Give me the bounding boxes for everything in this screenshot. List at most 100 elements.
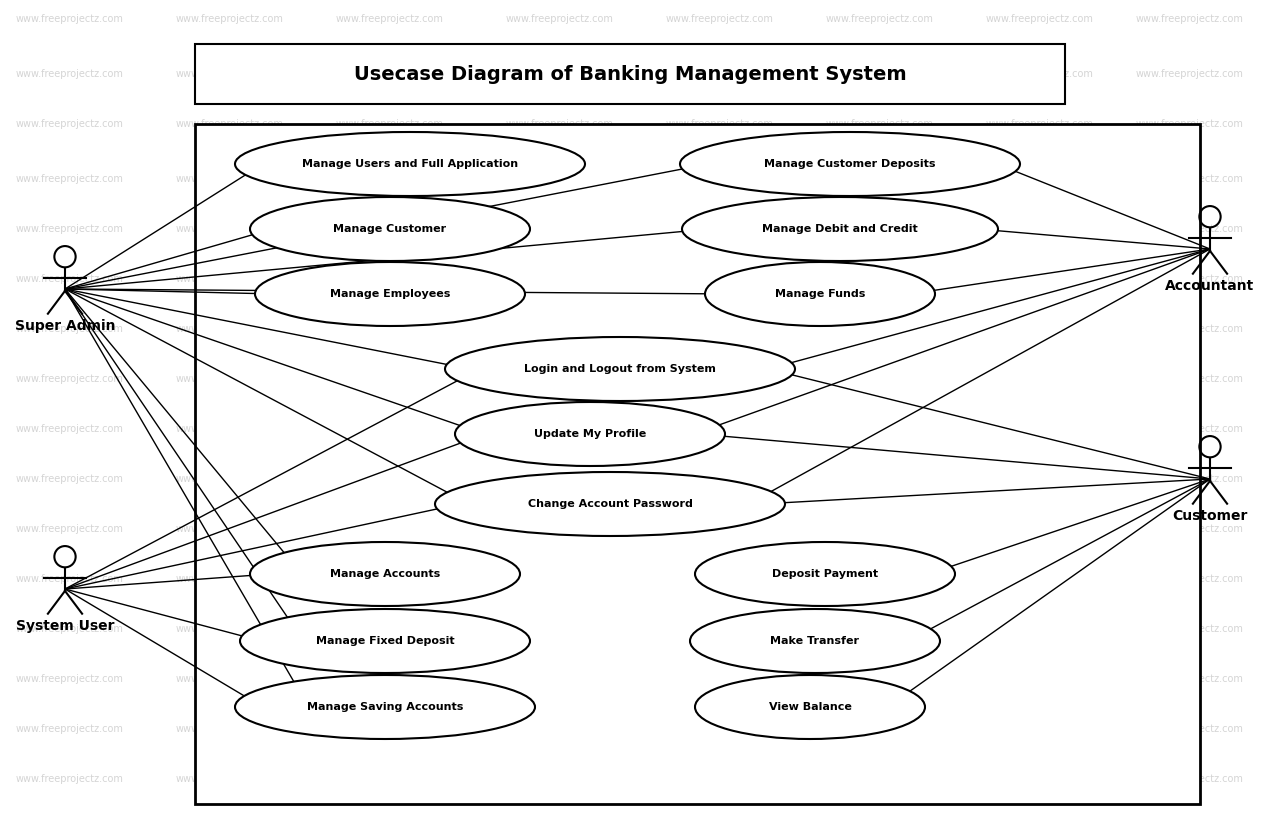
Text: www.freeprojectz.com: www.freeprojectz.com — [826, 674, 934, 684]
Text: www.freeprojectz.com: www.freeprojectz.com — [177, 174, 284, 184]
Text: www.freeprojectz.com: www.freeprojectz.com — [666, 69, 774, 79]
Text: www.freeprojectz.com: www.freeprojectz.com — [337, 624, 444, 634]
Text: www.freeprojectz.com: www.freeprojectz.com — [337, 324, 444, 334]
Text: www.freeprojectz.com: www.freeprojectz.com — [1136, 574, 1243, 584]
Text: www.freeprojectz.com: www.freeprojectz.com — [506, 119, 614, 129]
Text: www.freeprojectz.com: www.freeprojectz.com — [826, 119, 934, 129]
Text: www.freeprojectz.com: www.freeprojectz.com — [826, 14, 934, 24]
Text: www.freeprojectz.com: www.freeprojectz.com — [177, 69, 284, 79]
Text: www.freeprojectz.com: www.freeprojectz.com — [666, 374, 774, 384]
Text: www.freeprojectz.com: www.freeprojectz.com — [986, 574, 1095, 584]
Ellipse shape — [445, 337, 794, 401]
Text: www.freeprojectz.com: www.freeprojectz.com — [506, 624, 614, 634]
Ellipse shape — [695, 542, 955, 606]
Text: www.freeprojectz.com: www.freeprojectz.com — [666, 574, 774, 584]
Text: Manage Fixed Deposit: Manage Fixed Deposit — [315, 636, 454, 646]
Text: www.freeprojectz.com: www.freeprojectz.com — [826, 374, 934, 384]
Text: www.freeprojectz.com: www.freeprojectz.com — [16, 774, 124, 784]
Ellipse shape — [705, 262, 934, 326]
Text: www.freeprojectz.com: www.freeprojectz.com — [337, 774, 444, 784]
Text: www.freeprojectz.com: www.freeprojectz.com — [986, 174, 1095, 184]
Text: www.freeprojectz.com: www.freeprojectz.com — [506, 174, 614, 184]
Text: www.freeprojectz.com: www.freeprojectz.com — [1136, 774, 1243, 784]
Text: www.freeprojectz.com: www.freeprojectz.com — [506, 224, 614, 234]
Text: www.freeprojectz.com: www.freeprojectz.com — [1136, 274, 1243, 284]
Text: www.freeprojectz.com: www.freeprojectz.com — [666, 119, 774, 129]
Text: Accountant: Accountant — [1165, 279, 1255, 293]
Text: Change Account Password: Change Account Password — [527, 499, 692, 509]
Text: Deposit Payment: Deposit Payment — [772, 569, 878, 579]
Text: www.freeprojectz.com: www.freeprojectz.com — [506, 274, 614, 284]
Text: www.freeprojectz.com: www.freeprojectz.com — [337, 274, 444, 284]
Text: www.freeprojectz.com: www.freeprojectz.com — [1136, 324, 1243, 334]
Text: www.freeprojectz.com: www.freeprojectz.com — [177, 624, 284, 634]
Ellipse shape — [235, 132, 585, 196]
Text: www.freeprojectz.com: www.freeprojectz.com — [666, 674, 774, 684]
Text: www.freeprojectz.com: www.freeprojectz.com — [177, 774, 284, 784]
Text: www.freeprojectz.com: www.freeprojectz.com — [826, 224, 934, 234]
Text: www.freeprojectz.com: www.freeprojectz.com — [986, 324, 1095, 334]
Text: www.freeprojectz.com: www.freeprojectz.com — [986, 624, 1095, 634]
Text: Manage Customer Deposits: Manage Customer Deposits — [764, 159, 936, 169]
Text: www.freeprojectz.com: www.freeprojectz.com — [826, 624, 934, 634]
Text: www.freeprojectz.com: www.freeprojectz.com — [337, 224, 444, 234]
Text: System User: System User — [15, 619, 115, 633]
Text: www.freeprojectz.com: www.freeprojectz.com — [337, 174, 444, 184]
Text: www.freeprojectz.com: www.freeprojectz.com — [506, 774, 614, 784]
Text: www.freeprojectz.com: www.freeprojectz.com — [666, 324, 774, 334]
Text: www.freeprojectz.com: www.freeprojectz.com — [986, 524, 1095, 534]
Text: www.freeprojectz.com: www.freeprojectz.com — [1136, 424, 1243, 434]
Text: www.freeprojectz.com: www.freeprojectz.com — [177, 424, 284, 434]
Ellipse shape — [455, 402, 725, 466]
Text: www.freeprojectz.com: www.freeprojectz.com — [16, 424, 124, 434]
Ellipse shape — [682, 197, 997, 261]
Text: www.freeprojectz.com: www.freeprojectz.com — [986, 674, 1095, 684]
Text: www.freeprojectz.com: www.freeprojectz.com — [16, 474, 124, 484]
Text: www.freeprojectz.com: www.freeprojectz.com — [16, 14, 124, 24]
Text: Manage Funds: Manage Funds — [774, 289, 865, 299]
Text: www.freeprojectz.com: www.freeprojectz.com — [666, 774, 774, 784]
Text: www.freeprojectz.com: www.freeprojectz.com — [1136, 224, 1243, 234]
Text: www.freeprojectz.com: www.freeprojectz.com — [177, 324, 284, 334]
Text: Make Transfer: Make Transfer — [770, 636, 860, 646]
Text: www.freeprojectz.com: www.freeprojectz.com — [177, 574, 284, 584]
Text: www.freeprojectz.com: www.freeprojectz.com — [16, 374, 124, 384]
Text: Manage Employees: Manage Employees — [330, 289, 450, 299]
Text: www.freeprojectz.com: www.freeprojectz.com — [986, 69, 1095, 79]
Text: www.freeprojectz.com: www.freeprojectz.com — [337, 674, 444, 684]
Text: www.freeprojectz.com: www.freeprojectz.com — [1136, 119, 1243, 129]
Text: www.freeprojectz.com: www.freeprojectz.com — [1136, 174, 1243, 184]
Text: www.freeprojectz.com: www.freeprojectz.com — [16, 574, 124, 584]
Text: www.freeprojectz.com: www.freeprojectz.com — [506, 724, 614, 734]
Text: Login and Logout from System: Login and Logout from System — [525, 364, 716, 374]
Text: www.freeprojectz.com: www.freeprojectz.com — [16, 224, 124, 234]
Text: View Balance: View Balance — [768, 702, 851, 712]
Text: www.freeprojectz.com: www.freeprojectz.com — [337, 574, 444, 584]
Text: www.freeprojectz.com: www.freeprojectz.com — [506, 674, 614, 684]
Text: www.freeprojectz.com: www.freeprojectz.com — [506, 524, 614, 534]
Text: www.freeprojectz.com: www.freeprojectz.com — [16, 324, 124, 334]
Ellipse shape — [250, 197, 530, 261]
Text: www.freeprojectz.com: www.freeprojectz.com — [337, 474, 444, 484]
Text: www.freeprojectz.com: www.freeprojectz.com — [506, 574, 614, 584]
Bar — [195, 44, 1066, 104]
Text: www.freeprojectz.com: www.freeprojectz.com — [666, 424, 774, 434]
Text: www.freeprojectz.com: www.freeprojectz.com — [337, 14, 444, 24]
Text: www.freeprojectz.com: www.freeprojectz.com — [1136, 524, 1243, 534]
Text: www.freeprojectz.com: www.freeprojectz.com — [986, 774, 1095, 784]
Ellipse shape — [435, 472, 786, 536]
Text: www.freeprojectz.com: www.freeprojectz.com — [506, 424, 614, 434]
Text: www.freeprojectz.com: www.freeprojectz.com — [337, 524, 444, 534]
Text: www.freeprojectz.com: www.freeprojectz.com — [177, 274, 284, 284]
Text: www.freeprojectz.com: www.freeprojectz.com — [986, 224, 1095, 234]
Text: www.freeprojectz.com: www.freeprojectz.com — [337, 424, 444, 434]
Text: www.freeprojectz.com: www.freeprojectz.com — [826, 724, 934, 734]
Text: www.freeprojectz.com: www.freeprojectz.com — [1136, 624, 1243, 634]
Text: www.freeprojectz.com: www.freeprojectz.com — [506, 474, 614, 484]
Text: www.freeprojectz.com: www.freeprojectz.com — [666, 224, 774, 234]
Text: www.freeprojectz.com: www.freeprojectz.com — [337, 119, 444, 129]
Text: www.freeprojectz.com: www.freeprojectz.com — [826, 474, 934, 484]
Text: www.freeprojectz.com: www.freeprojectz.com — [16, 119, 124, 129]
Text: www.freeprojectz.com: www.freeprojectz.com — [337, 724, 444, 734]
Text: www.freeprojectz.com: www.freeprojectz.com — [1136, 674, 1243, 684]
